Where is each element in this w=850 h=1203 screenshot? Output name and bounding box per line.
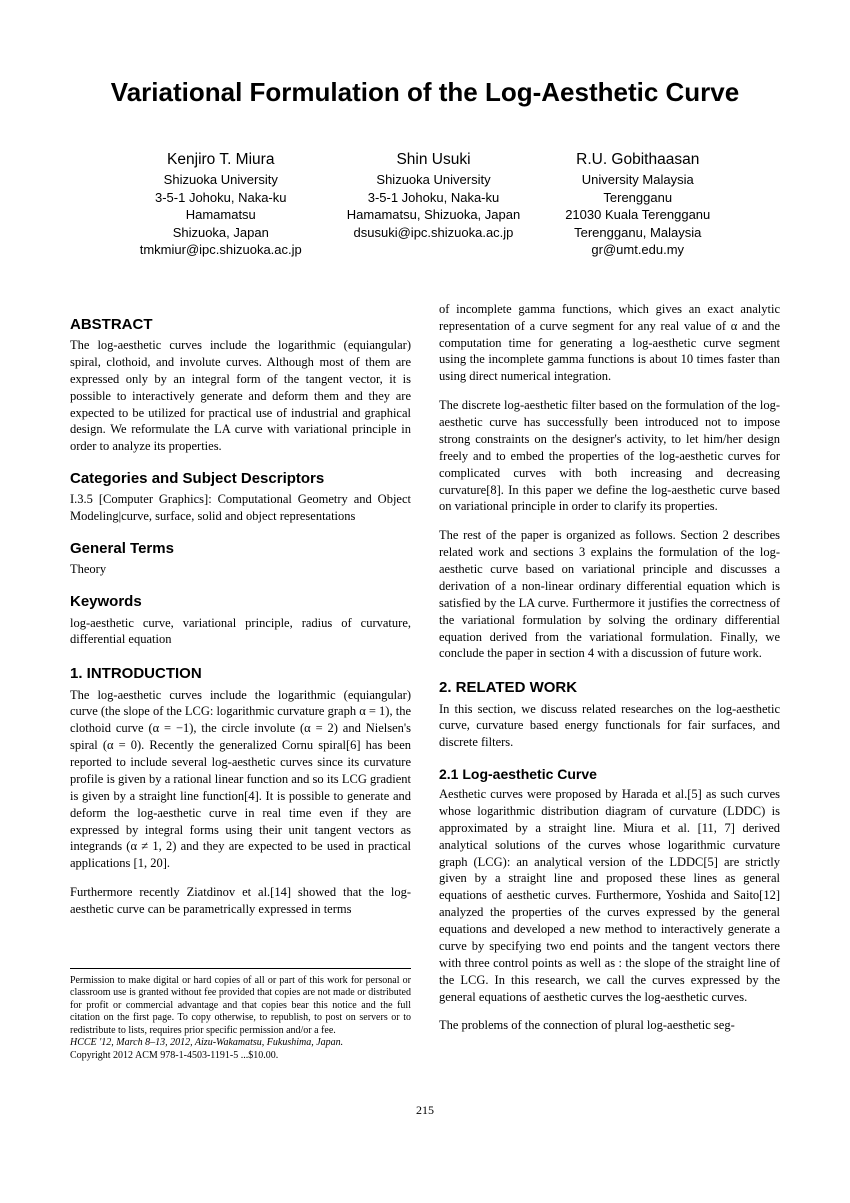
general-terms-heading: General Terms bbox=[70, 539, 411, 559]
author-affil: Shizuoka University bbox=[347, 171, 520, 189]
abstract-heading: ABSTRACT bbox=[70, 315, 411, 335]
author-affil: Terengganu bbox=[565, 189, 710, 207]
categories-text: I.3.5 [Computer Graphics]: Computational… bbox=[70, 491, 411, 525]
left-column: ABSTRACT The log-aesthetic curves includ… bbox=[70, 301, 411, 1063]
keywords-text: log-aesthetic curve, variational princip… bbox=[70, 615, 411, 649]
author-2: Shin Usuki Shizuoka University 3-5-1 Joh… bbox=[347, 150, 520, 259]
permission-text: Permission to make digital or hard copie… bbox=[70, 975, 411, 1038]
right-column: of incomplete gamma functions, which giv… bbox=[439, 301, 780, 1063]
general-terms-text: Theory bbox=[70, 561, 411, 578]
author-affil: Shizuoka, Japan bbox=[140, 224, 302, 242]
author-affil: 21030 Kuala Terengganu bbox=[565, 206, 710, 224]
author-name: R.U. Gobithaasan bbox=[565, 150, 710, 171]
author-name: Kenjiro T. Miura bbox=[140, 150, 302, 171]
authors-block: Kenjiro T. Miura Shizuoka University 3-5… bbox=[70, 150, 780, 259]
body-paragraph: The discrete log-aesthetic filter based … bbox=[439, 397, 780, 515]
author-affil: 3-5-1 Johoku, Naka-ku bbox=[347, 189, 520, 207]
body-paragraph: In this section, we discuss related rese… bbox=[439, 701, 780, 752]
author-affil: 3-5-1 Johoku, Naka-ku bbox=[140, 189, 302, 207]
page-number: 215 bbox=[70, 1102, 780, 1118]
permission-block: Permission to make digital or hard copie… bbox=[70, 968, 411, 1063]
copyright-text: Copyright 2012 ACM 978-1-4503-1191-5 ...… bbox=[70, 1050, 411, 1063]
author-name: Shin Usuki bbox=[347, 150, 520, 171]
author-affil: University Malaysia bbox=[565, 171, 710, 189]
paper-title: Variational Formulation of the Log-Aesth… bbox=[70, 75, 780, 110]
body-paragraph: The rest of the paper is organized as fo… bbox=[439, 527, 780, 662]
intro-paragraph: The log-aesthetic curves include the log… bbox=[70, 687, 411, 873]
author-affil: Hamamatsu, Shizuoka, Japan bbox=[347, 206, 520, 224]
categories-heading: Categories and Subject Descriptors bbox=[70, 469, 411, 489]
lac-subheading: 2.1 Log-aesthetic Curve bbox=[439, 765, 780, 784]
intro-paragraph: Furthermore recently Ziatdinov et al.[14… bbox=[70, 884, 411, 918]
author-affil: Hamamatsu bbox=[140, 206, 302, 224]
author-email: gr@umt.edu.my bbox=[565, 241, 710, 259]
abstract-text: The log-aesthetic curves include the log… bbox=[70, 337, 411, 455]
author-affil: Terengganu, Malaysia bbox=[565, 224, 710, 242]
body-paragraph: Aesthetic curves were proposed by Harada… bbox=[439, 786, 780, 1005]
author-email: tmkmiur@ipc.shizuoka.ac.jp bbox=[140, 241, 302, 259]
introduction-heading: 1. INTRODUCTION bbox=[70, 664, 411, 684]
body-paragraph: The problems of the connection of plural… bbox=[439, 1017, 780, 1034]
author-3: R.U. Gobithaasan University Malaysia Ter… bbox=[565, 150, 710, 259]
venue-text: HCCE '12, March 8–13, 2012, Aizu-Wakamat… bbox=[70, 1037, 343, 1048]
keywords-heading: Keywords bbox=[70, 592, 411, 612]
author-email: dsusuki@ipc.shizuoka.ac.jp bbox=[347, 224, 520, 242]
author-1: Kenjiro T. Miura Shizuoka University 3-5… bbox=[140, 150, 302, 259]
related-work-heading: 2. RELATED WORK bbox=[439, 678, 780, 698]
body-paragraph: of incomplete gamma functions, which giv… bbox=[439, 301, 780, 385]
author-affil: Shizuoka University bbox=[140, 171, 302, 189]
two-column-body: ABSTRACT The log-aesthetic curves includ… bbox=[70, 301, 780, 1063]
